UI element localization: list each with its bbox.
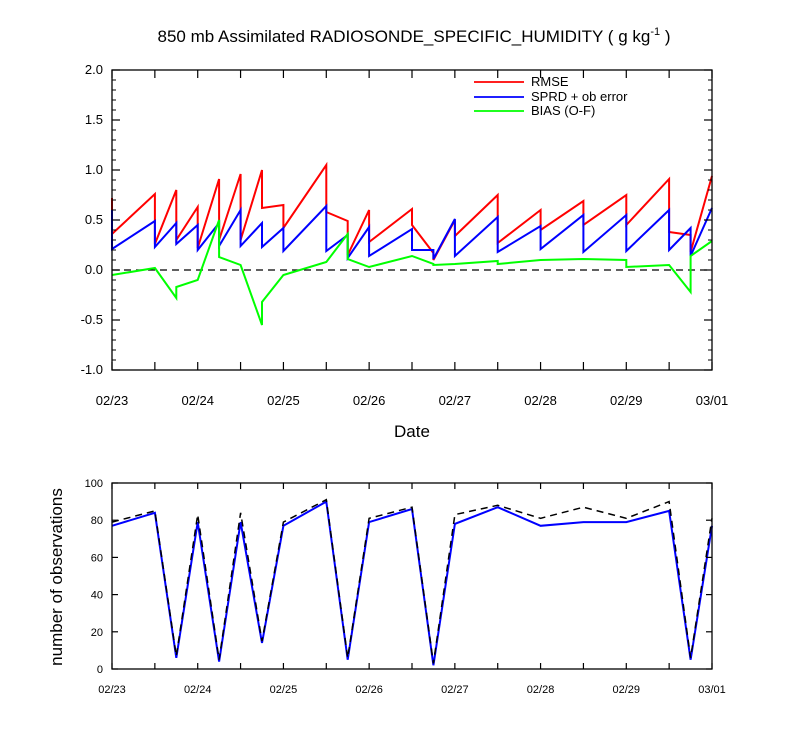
bottom-x-tick-label: 02/25	[270, 684, 298, 696]
top-y-tick-label: -1.0	[81, 362, 103, 377]
bottom-series-line-observations-used	[111, 500, 713, 666]
chart-title-exponent: -1	[650, 26, 660, 38]
bottom-x-tick-label: 02/29	[613, 684, 641, 696]
top-y-tick-label: 0.5	[85, 212, 103, 227]
top-y-tick-label: -0.5	[81, 312, 103, 327]
bottom-plot: 0 20 40 60 80 100 02/23 02/24 02/25 02/26 02/27 02/…	[47, 478, 726, 696]
top-y-tick-label: 1.5	[85, 112, 103, 127]
bottom-plot-frame	[111, 482, 713, 670]
bottom-series-line-observations-possible	[111, 498, 713, 664]
chart-title: 850 mb Assimilated RADIOSONDE_SPECIFIC_H…	[158, 26, 671, 46]
bottom-x-tick-label: 02/23	[98, 684, 126, 696]
legend-label-sprd: SPRD + ob error	[531, 89, 628, 104]
chart-title-main: 850 mb Assimilated RADIOSONDE_SPECIFIC_H…	[158, 27, 651, 46]
bottom-y-axis-label: number of observations	[47, 488, 66, 666]
top-x-tick-label: 03/01	[696, 393, 729, 408]
top-x-tick-label: 02/27	[439, 393, 472, 408]
bottom-x-tick-label: 02/28	[527, 684, 555, 696]
top-series-line-sprd-ob-error	[111, 203, 713, 262]
top-y-tick-label: 1.0	[85, 162, 103, 177]
bottom-axes-layer: 0 20 40 60 80 100 02/23 02/24 02/25 02/26 02/27 02/…	[85, 478, 726, 696]
bottom-y-tick-label: 20	[91, 627, 103, 639]
bottom-y-tick-label: 0	[97, 664, 103, 676]
chart-title-end: )	[660, 27, 670, 46]
bottom-y-tick-label: 100	[85, 478, 103, 490]
top-series-line-bias-o-f	[111, 219, 713, 326]
bottom-x-tick-label: 02/27	[441, 684, 469, 696]
top-series-layer	[111, 161, 713, 326]
top-x-tick-label: 02/28	[524, 393, 557, 408]
top-x-tick-label: 02/26	[353, 393, 386, 408]
legend-label-bias: BIAS (O-F)	[531, 103, 595, 118]
top-y-tick-label: 0.0	[85, 262, 103, 277]
top-y-tick-label: 2.0	[85, 62, 103, 77]
top-x-tick-label: 02/23	[96, 393, 129, 408]
bottom-series-layer	[111, 498, 713, 666]
bottom-x-tick-label: 02/26	[355, 684, 383, 696]
legend: RMSE SPRD + ob error BIAS (O-F)	[474, 74, 628, 118]
bottom-y-tick-label: 40	[91, 590, 103, 602]
x-axis-label: Date	[394, 422, 430, 441]
bottom-x-tick-label: 03/01	[698, 684, 726, 696]
top-axes-layer: -1.0 -0.5 0.0 0.5 1.0 1.5 2.0 02/23 02/24 02/25 02…	[81, 62, 729, 408]
top-x-tick-label: 02/29	[610, 393, 643, 408]
bottom-y-tick-label: 80	[91, 515, 103, 527]
top-x-tick-label: 02/25	[267, 393, 300, 408]
bottom-x-tick-label: 02/24	[184, 684, 212, 696]
top-x-tick-label: 02/24	[181, 393, 214, 408]
bottom-y-tick-label: 60	[91, 552, 103, 564]
top-plot-frame	[111, 69, 713, 371]
legend-label-rmse: RMSE	[531, 74, 569, 89]
top-plot: -1.0 -0.5 0.0 0.5 1.0 1.5 2.0 02/23 02/24 02/25 02…	[81, 62, 729, 441]
